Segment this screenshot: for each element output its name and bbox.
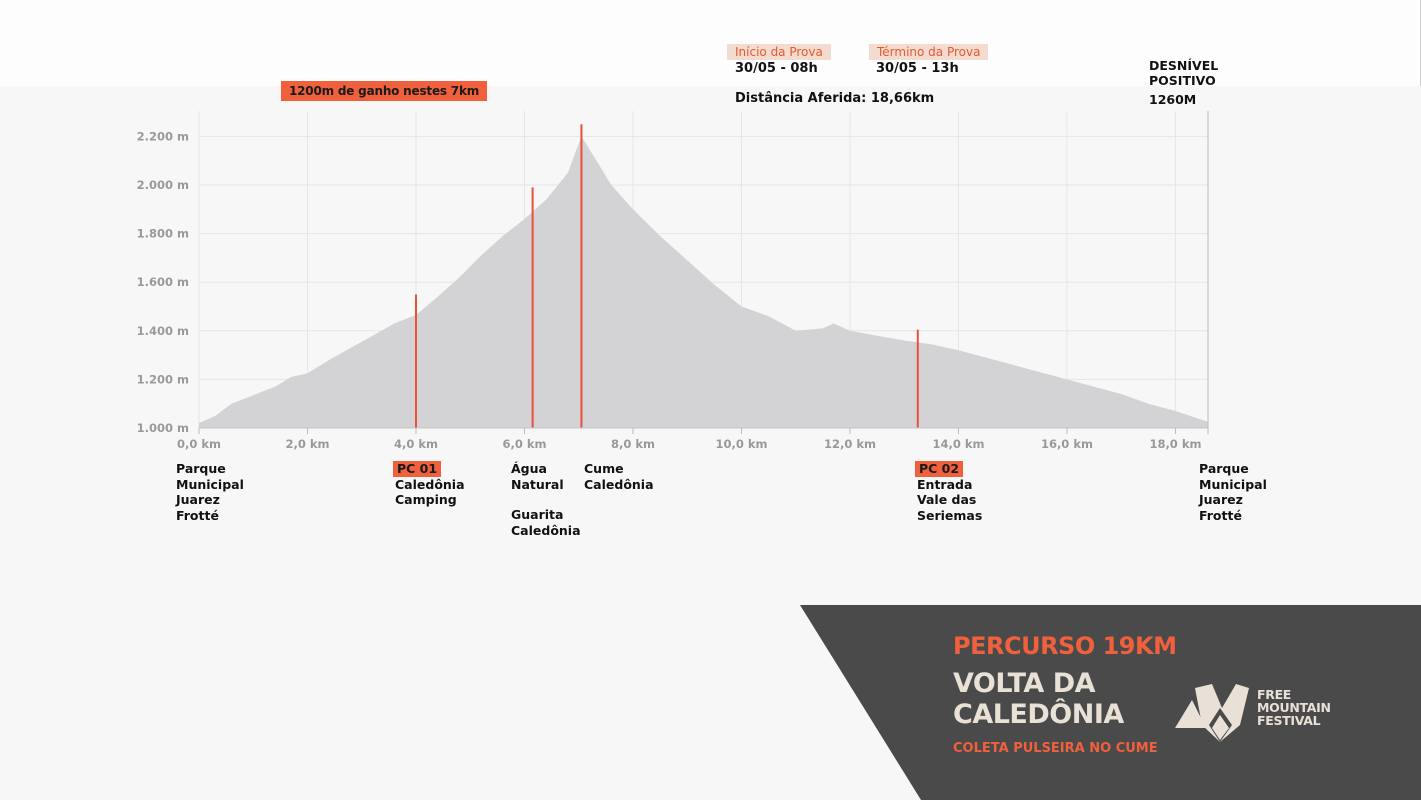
waypoint-line: Natural <box>511 476 564 492</box>
elevation-area <box>199 136 1208 428</box>
waypoint-pc02: PC 02 Entrada Vale das Seriemas <box>915 461 983 523</box>
y-tick-label: 1.400 m <box>137 324 189 338</box>
waypoint-finish: Parque Municipal Juarez Frotté <box>1199 461 1267 523</box>
end-value: 30/05 - 13h <box>876 61 959 76</box>
y-tick-label: 1.200 m <box>137 372 189 386</box>
waypoint-line: Água <box>511 461 547 476</box>
footer-panel <box>800 605 1421 800</box>
chart-markers <box>414 124 919 428</box>
waypoint-line: Juarez <box>176 492 220 507</box>
waypoint-line: Guarita <box>511 507 564 522</box>
x-tick-label: 2,0 km <box>285 437 329 451</box>
waypoint-tag: PC 02 <box>915 461 964 477</box>
waypoint-line: Entrada <box>917 476 973 492</box>
x-tick-label: 14,0 km <box>932 437 984 451</box>
logo-line1: FREE <box>1257 687 1292 702</box>
waypoint-line: Caledônia <box>584 476 654 492</box>
header-band <box>0 0 1421 86</box>
desnivel-block: DESNÍVEL POSITIVO 1260M <box>1149 58 1218 107</box>
waypoint-gap <box>511 492 581 507</box>
x-tick-label: 12,0 km <box>824 437 876 451</box>
chart-area-layer <box>199 136 1208 428</box>
footer-panel-bg <box>800 605 1421 800</box>
route-name-line2: CALEDÔNIA <box>953 699 1124 730</box>
x-tick-label: 8,0 km <box>611 437 655 451</box>
desnivel-value: 1260M <box>1149 92 1197 107</box>
x-tick-label: 18,0 km <box>1149 437 1201 451</box>
start-value: 30/05 - 08h <box>735 61 818 76</box>
waypoint-cume: Cume Caledônia <box>584 461 654 492</box>
waypoint-line: Frotté <box>176 507 219 523</box>
desnivel-line2: POSITIVO <box>1149 73 1216 88</box>
waypoint-line: Municipal <box>1199 476 1267 492</box>
logo-line3: FESTIVAL <box>1257 713 1321 728</box>
distance-text: Distância Aferida: 18,66km <box>735 91 935 106</box>
waypoint-pc01: PC 01 Caledônia Camping <box>393 461 465 508</box>
y-tick-label: 1.000 m <box>137 421 189 435</box>
y-tick-label: 1.600 m <box>137 275 189 289</box>
waypoint-line: Caledônia <box>511 522 581 538</box>
route-title: PERCURSO 19KM <box>953 632 1177 660</box>
y-tick-label: 2.200 m <box>137 129 189 143</box>
end-label: Término da Prova <box>869 44 989 60</box>
logo-line2: MOUNTAIN <box>1257 700 1331 715</box>
logo-icon <box>1175 684 1249 742</box>
waypoint-line: Frotté <box>1199 507 1242 523</box>
logo-text: FREE MOUNTAIN FESTIVAL <box>1257 688 1331 727</box>
desnivel-line1: DESNÍVEL <box>1149 58 1219 73</box>
y-tick-label: 2.000 m <box>137 178 189 192</box>
x-tick-label: 4,0 km <box>394 437 438 451</box>
waypoint-tag: PC 01 <box>393 461 442 477</box>
waypoint-line: Vale das <box>917 492 977 507</box>
waypoint-line: Seriemas <box>917 507 983 523</box>
waypoint-line: Caledônia <box>395 476 465 492</box>
gain-tag: 1200m de ganho nestes 7km <box>281 81 488 101</box>
waypoint-start: Parque Municipal Juarez Frotté <box>176 461 244 523</box>
waypoint-line: Parque <box>1199 461 1249 476</box>
x-tick-label: 16,0 km <box>1041 437 1093 451</box>
x-tick-label: 10,0 km <box>715 437 767 451</box>
waypoint-line: Cume <box>584 461 624 476</box>
start-label: Início da Prova <box>727 44 831 60</box>
route-name-line1: VOLTA DA <box>953 668 1096 699</box>
route-subtitle: COLETA PULSEIRA NO CUME <box>953 741 1158 756</box>
waypoint-line: Camping <box>395 492 457 507</box>
chart-axes: 1.000 m 1.200 m 1.400 m 1.600 m 1.800 m 2.000… <box>137 111 1209 451</box>
waypoint-agua-natural: Água Natural Guarita Caledônia <box>511 461 581 538</box>
waypoint-line: Juarez <box>1199 492 1243 507</box>
waypoint-line: Municipal <box>176 476 244 492</box>
route-name: VOLTA DA CALEDÔNIA <box>953 668 1124 730</box>
y-tick-label: 1.800 m <box>137 227 189 241</box>
x-tick-label: 0,0 km <box>177 437 221 451</box>
x-tick-label: 6,0 km <box>502 437 546 451</box>
waypoint-line: Parque <box>176 461 226 476</box>
